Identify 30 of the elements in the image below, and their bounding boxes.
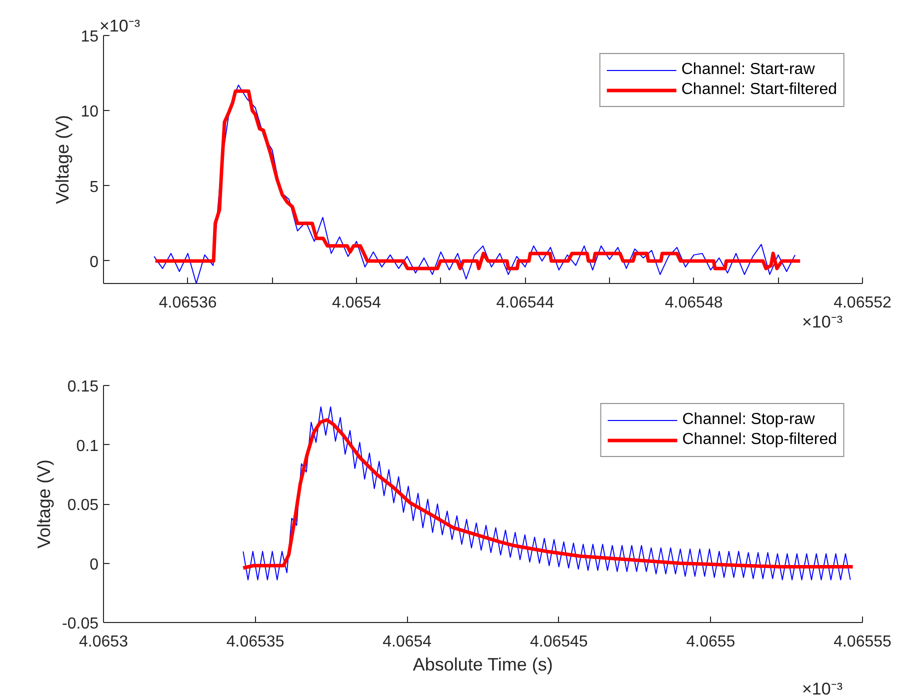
x-tick-label: 4.0653 <box>79 634 128 650</box>
x-tick-label: 4.06555 <box>834 634 892 650</box>
y-tick-label: 10 <box>80 104 99 121</box>
y-tick-label: 0.05 <box>67 497 99 514</box>
x-tick-label: 4.06544 <box>496 294 554 312</box>
legend-label: Channel: Start-filtered <box>681 81 837 99</box>
x-tick-label: 4.0654 <box>332 294 382 312</box>
text: ×10⁻³ <box>802 680 843 698</box>
x-tick-label: 4.0655 <box>686 634 736 650</box>
y-tick-label: 0.15 <box>67 378 99 396</box>
y-tick-label: 0.1 <box>76 438 99 455</box>
y-tick-label: 0 <box>90 556 99 574</box>
legend-label: Channel: Stop-raw <box>682 411 815 429</box>
y-tick-label: -0.05 <box>62 616 99 632</box>
x-tick-label: 4.06536 <box>158 294 217 312</box>
x-tick-label: 4.0654 <box>382 634 432 650</box>
x-tick-label: 4.06548 <box>664 294 723 312</box>
y-axis-title: Voltage (V) <box>34 459 54 549</box>
x-axis-title: Absolute Time (s) <box>412 654 553 674</box>
legend-label: Channel: Stop-filtered <box>682 431 837 449</box>
y-tick-label: 0 <box>90 254 99 271</box>
text: ×10⁻³ <box>802 312 843 332</box>
x-tick-label: 4.06535 <box>226 634 284 650</box>
y-axis-title: Voltage (V) <box>52 114 73 204</box>
annotation: ×10⁻³ <box>100 16 140 36</box>
legend-label: Channel: Start-raw <box>681 61 815 79</box>
y-tick-label: 15 <box>80 28 99 46</box>
x-tick-label: 4.06552 <box>834 294 892 312</box>
x-tick-label: 4.06545 <box>530 634 588 650</box>
y-tick-label: 5 <box>90 178 99 196</box>
